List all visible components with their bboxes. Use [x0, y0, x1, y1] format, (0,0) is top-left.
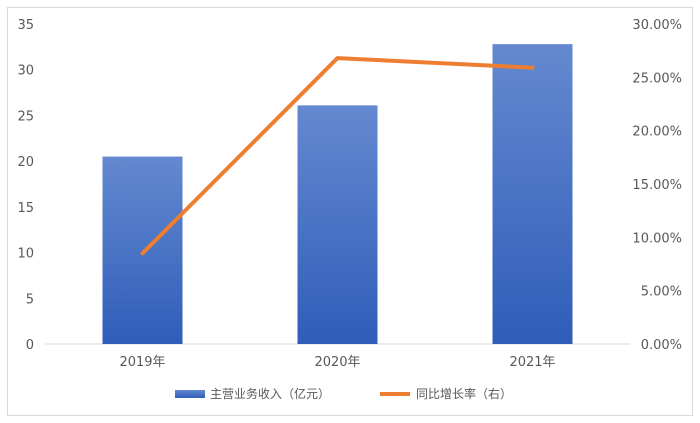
legend-label-growth: 同比增长率（右）	[416, 386, 512, 401]
bar	[102, 156, 183, 344]
growth-rate-line	[140, 56, 535, 256]
category-labels: 2019年 2020年 2021年	[119, 355, 555, 370]
left-tick-label: 30	[17, 64, 34, 79]
category-label: 2021年	[509, 355, 555, 370]
right-axis-ticks: 0.00% 5.00% 10.00% 15.00% 20.00% 25.00% 30.00%	[632, 18, 682, 353]
right-tick-label: 30.00%	[632, 18, 682, 33]
left-axis-ticks: 0 5 10 15 20 25 30 35	[17, 18, 34, 353]
legend-label-revenue: 主营业务收入（亿元）	[210, 386, 330, 401]
legend: 主营业务收入（亿元） 同比增长率（右）	[175, 386, 512, 401]
left-tick-label: 20	[17, 155, 34, 170]
right-tick-label: 0.00%	[641, 338, 682, 353]
left-tick-label: 10	[17, 247, 34, 262]
left-tick-label: 5	[26, 292, 34, 307]
category-label: 2019年	[119, 355, 165, 370]
left-tick-label: 25	[17, 109, 34, 124]
bar	[492, 44, 573, 344]
right-tick-label: 15.00%	[632, 178, 682, 193]
bar	[297, 105, 378, 344]
bar-series	[102, 44, 573, 344]
right-tick-label: 5.00%	[641, 285, 682, 300]
right-tick-label: 10.00%	[632, 231, 682, 246]
left-tick-label: 15	[17, 201, 34, 216]
left-tick-label: 35	[17, 18, 34, 33]
right-tick-label: 25.00%	[632, 71, 682, 86]
legend-swatch-revenue	[175, 390, 205, 398]
right-tick-label: 20.00%	[632, 125, 682, 140]
category-label: 2020年	[314, 355, 360, 370]
left-tick-label: 0	[26, 338, 34, 353]
